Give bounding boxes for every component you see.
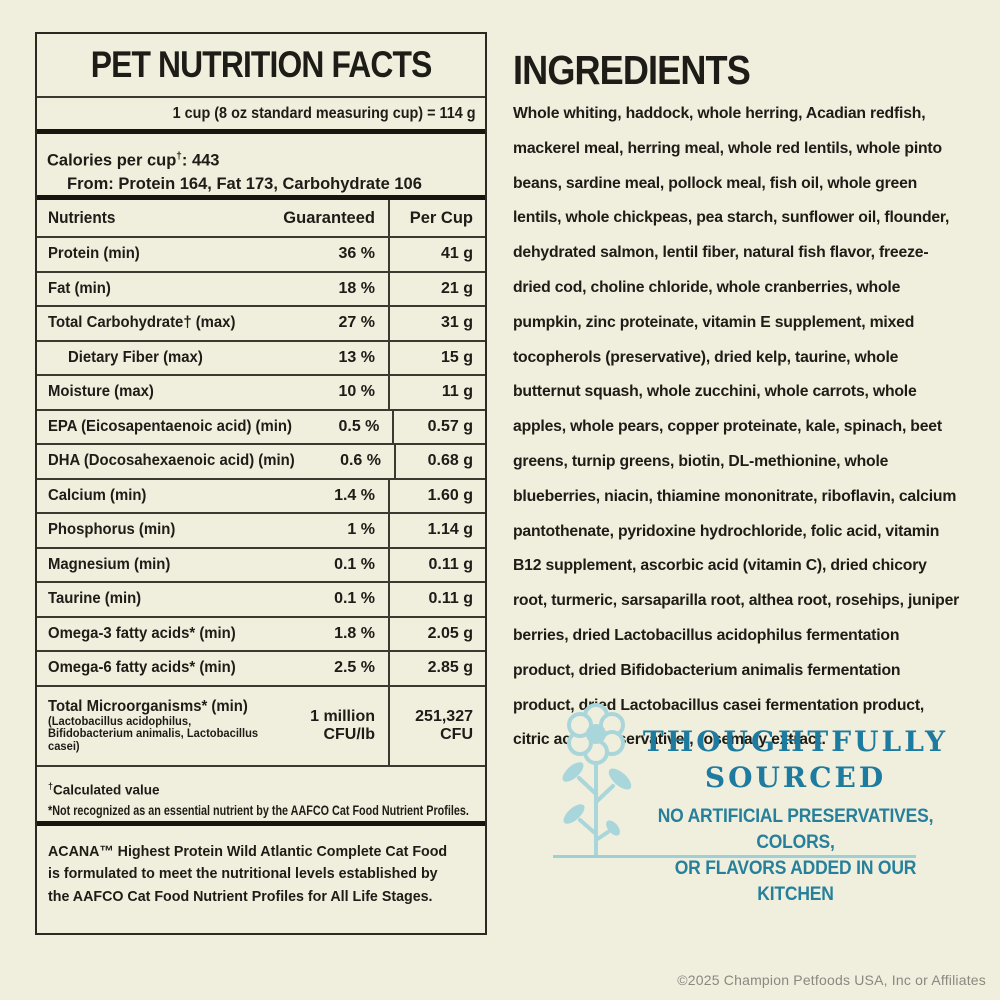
nutrient-label: Omega-3 fatty acids* (min) [48,624,236,642]
guaranteed-value: 18 % [338,279,375,297]
nutrient-label: EPA (Eicosapentaenoic acid) (min) [48,417,292,435]
per-cup-value: 0.11 g [388,548,485,581]
table-row: Calcium (min) 1.4 % 1.60 g [37,477,485,512]
header-guaranteed: Guaranteed [283,208,375,227]
nutrient-label: Total Carbohydrate† (max) [48,314,236,332]
per-cup-value: 15 g [388,341,485,374]
guaranteed-value: 0.5 % [338,417,380,435]
thoughtfully-sourced-block: THOUGHTFULLY SOURCED NO ARTIFICIAL PRESE… [547,702,952,908]
serving-size-section: 1 cup (8 oz standard measuring cup) = 11… [37,98,485,134]
guaranteed-value: 0.6 % [340,452,381,470]
per-cup-value: 0.11 g [388,583,485,616]
per-cup-value: 0.68 g [393,445,485,478]
flower-icon [547,702,639,857]
per-cup-value: 21 g [388,272,485,305]
ingredients-heading: INGREDIENTS [513,47,751,93]
panel-title-section: PET NUTRITION FACTS [37,34,485,98]
guaranteed-value: 1.8 % [334,624,375,642]
guaranteed-value: 27 % [338,314,375,332]
serving-size-text: 1 cup (8 oz standard measuring cup) = 11… [173,104,476,122]
table-row-microorganisms: Total Microorganisms* (min) (Lactobacill… [37,684,485,765]
nutrient-label: Total Microorganisms* (min) [48,697,248,715]
nutrient-label: DHA (Docosahexaenoic acid) (min) [48,452,295,470]
calories-line: Calories per cup†: 443 [47,151,220,170]
guaranteed-value: 13 % [338,348,375,366]
per-cup-value: 251,327 CFU [388,686,485,765]
per-cup-value: 2.05 g [388,617,485,650]
calories-section: Calories per cup†: 443 From: Protein 164… [37,134,485,200]
nutrient-label: Calcium (min) [48,486,147,504]
calories-value: 443 [191,151,220,170]
guaranteed-value: 0.1 % [334,590,375,608]
guaranteed-value: 2.5 % [334,659,375,677]
footnote-asterisk: *Not recognized as an essential nutrient… [48,803,469,818]
table-row: Protein (min) 36 % 41 g [37,236,485,271]
nutrient-label: Fat (min) [48,279,111,297]
table-row: Taurine (min) 0.1 % 0.11 g [37,581,485,616]
per-cup-value: 2.85 g [388,652,485,685]
aafco-statement: ACANA™ Highest Protein Wild Atlantic Com… [48,842,448,905]
nutrient-label: Taurine (min) [48,590,142,608]
nutrient-sublabel: (Lactobacillus acidophilus, Bifidobacter… [48,715,259,753]
guaranteed-value: 10 % [338,383,375,401]
table-row: Omega-6 fatty acids* (min) 2.5 % 2.85 g [37,650,485,685]
nutrient-label: Moisture (max) [48,383,154,401]
pet-nutrition-facts-panel: PET NUTRITION FACTS 1 cup (8 oz standard… [35,32,487,935]
per-cup-value: 1.14 g [388,514,485,547]
dagger-symbol: † [176,151,182,162]
table-row: Total Carbohydrate† (max) 27 % 31 g [37,305,485,340]
table-row: Magnesium (min) 0.1 % 0.11 g [37,546,485,581]
per-cup-value: 31 g [388,307,485,340]
table-row: EPA (Eicosapentaenoic acid) (min) 0.5 % … [37,408,485,443]
aafco-statement-section: ACANA™ Highest Protein Wild Atlantic Com… [37,820,485,934]
header-nutrients: Nutrients [48,208,116,227]
table-row: Omega-3 fatty acids* (min) 1.8 % 2.05 g [37,615,485,650]
header-per-cup: Per Cup [388,200,485,236]
footnote-calculated: †Calculated value [48,780,160,798]
sourced-subtitle: NO ARTIFICIAL PRESERVATIVES, COLORS, OR … [657,806,934,905]
table-header-row: Nutrients Guaranteed Per Cup [37,200,485,236]
footnotes-section: †Calculated value *Not recognized as an … [37,764,485,821]
table-row: DHA (Docosahexaenoic acid) (min) 0.6 % 0… [37,443,485,478]
table-row: Dietary Fiber (max) 13 % 15 g [37,339,485,374]
table-row: Moisture (max) 10 % 11 g [37,374,485,409]
ground-line [553,855,916,858]
nutrient-label: Magnesium (min) [48,555,171,573]
per-cup-value: 1.60 g [388,479,485,512]
nutrient-label: Dietary Fiber (max) [68,348,203,366]
guaranteed-value: 0.1 % [334,555,375,573]
table-row: Phosphorus (min) 1 % 1.14 g [37,512,485,547]
panel-title: PET NUTRITION FACTS [90,44,433,85]
ingredients-list: Whole whiting, haddock, whole herring, A… [513,105,960,749]
dagger-symbol: † [48,780,54,791]
nutrient-label: Omega-6 fatty acids* (min) [48,659,236,677]
nutrient-label: Phosphorus (min) [48,521,176,539]
guaranteed-value: 1 % [347,521,375,539]
calories-breakdown: From: Protein 164, Fat 173, Carbohydrate… [67,174,422,193]
copyright-text: ©2025 Champion Petfoods USA, Inc or Affi… [677,972,986,988]
per-cup-value: 41 g [388,238,485,271]
guaranteed-value: 1.4 % [334,486,375,504]
guaranteed-value: 36 % [338,245,375,263]
guaranteed-value: 1 million CFU/lb [310,707,375,743]
nutrient-label: Protein (min) [48,245,140,263]
per-cup-value: 0.57 g [392,410,485,443]
per-cup-value: 11 g [388,376,485,409]
table-row: Fat (min) 18 % 21 g [37,270,485,305]
sourced-title: THOUGHTFULLY SOURCED [642,725,949,794]
